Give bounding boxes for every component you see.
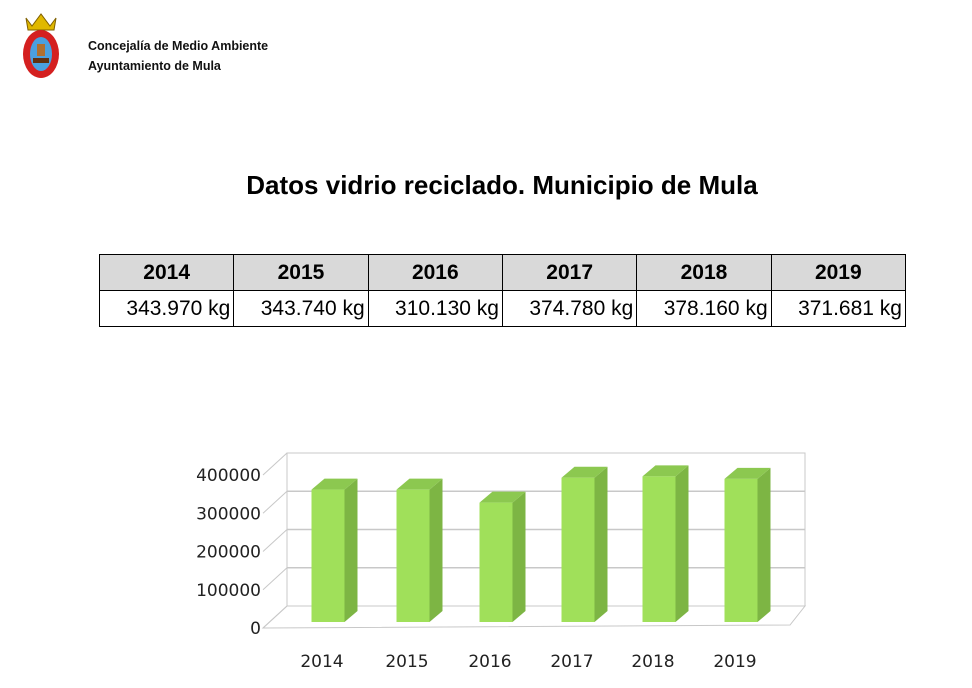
wall-tick-line	[262, 490, 288, 514]
x-tick-label: 2017	[550, 652, 593, 672]
bar-side	[512, 491, 526, 622]
x-tick-label: 2014	[300, 652, 343, 672]
year-header: 2015	[233, 254, 369, 291]
bar-top	[724, 467, 771, 479]
value-cell: 310.130 kg	[367, 290, 503, 327]
table-header-row: 2014 2015 2016 2017 2018 2019	[98, 254, 907, 291]
bar-side	[594, 466, 608, 622]
org-line-2: Ayuntamiento de Mula	[88, 59, 221, 73]
y-tick-label: 0	[250, 619, 261, 639]
year-header: 2017	[501, 254, 638, 291]
wall-tick-line	[262, 567, 288, 591]
wall-tick-line	[262, 529, 288, 552]
bar	[724, 478, 758, 622]
year-header: 2016	[367, 254, 503, 291]
x-tick-label: 2016	[468, 652, 511, 672]
bar-top	[311, 478, 358, 490]
bar-top	[479, 491, 526, 503]
y-tick-label: 100000	[196, 581, 261, 601]
year-header: 2018	[636, 254, 772, 291]
y-tick-label: 400000	[196, 466, 261, 486]
data-table: 2014 2015 2016 2017 2018 2019 343.970 kg…	[98, 254, 907, 327]
bar	[642, 476, 676, 622]
bar-side	[429, 478, 443, 622]
x-tick-label: 2015	[385, 652, 428, 672]
x-tick-label: 2019	[713, 652, 756, 672]
value-cell: 371.681 kg	[770, 290, 907, 327]
bar-top	[642, 465, 689, 477]
wall-tick-line	[262, 452, 288, 476]
year-header: 2014	[98, 254, 235, 291]
bar	[561, 477, 595, 622]
y-tick-label: 200000	[196, 543, 261, 563]
bar-side	[675, 465, 689, 622]
year-header: 2019	[770, 254, 907, 291]
bar	[311, 489, 345, 622]
bar	[396, 489, 430, 622]
bar	[479, 502, 513, 622]
x-tick-label: 2018	[631, 652, 674, 672]
table-row: 343.970 kg 343.740 kg 310.130 kg 374.780…	[98, 290, 907, 327]
value-cell: 343.740 kg	[233, 290, 369, 327]
org-line-1: Concejalía de Medio Ambiente	[88, 39, 269, 53]
floor	[261, 605, 807, 629]
value-cell: 343.970 kg	[98, 290, 235, 327]
bar-side	[344, 478, 358, 622]
y-tick-label: 300000	[196, 504, 261, 524]
bar-side	[757, 467, 771, 622]
coat-of-arms-logo	[23, 13, 59, 78]
value-cell: 374.780 kg	[501, 290, 638, 327]
value-cell: 378.160 kg	[636, 290, 772, 327]
bar-top	[561, 466, 608, 478]
bar-top	[396, 478, 443, 490]
page-title: Datos vidrio reciclado. Municipio de Mul…	[246, 170, 758, 200]
